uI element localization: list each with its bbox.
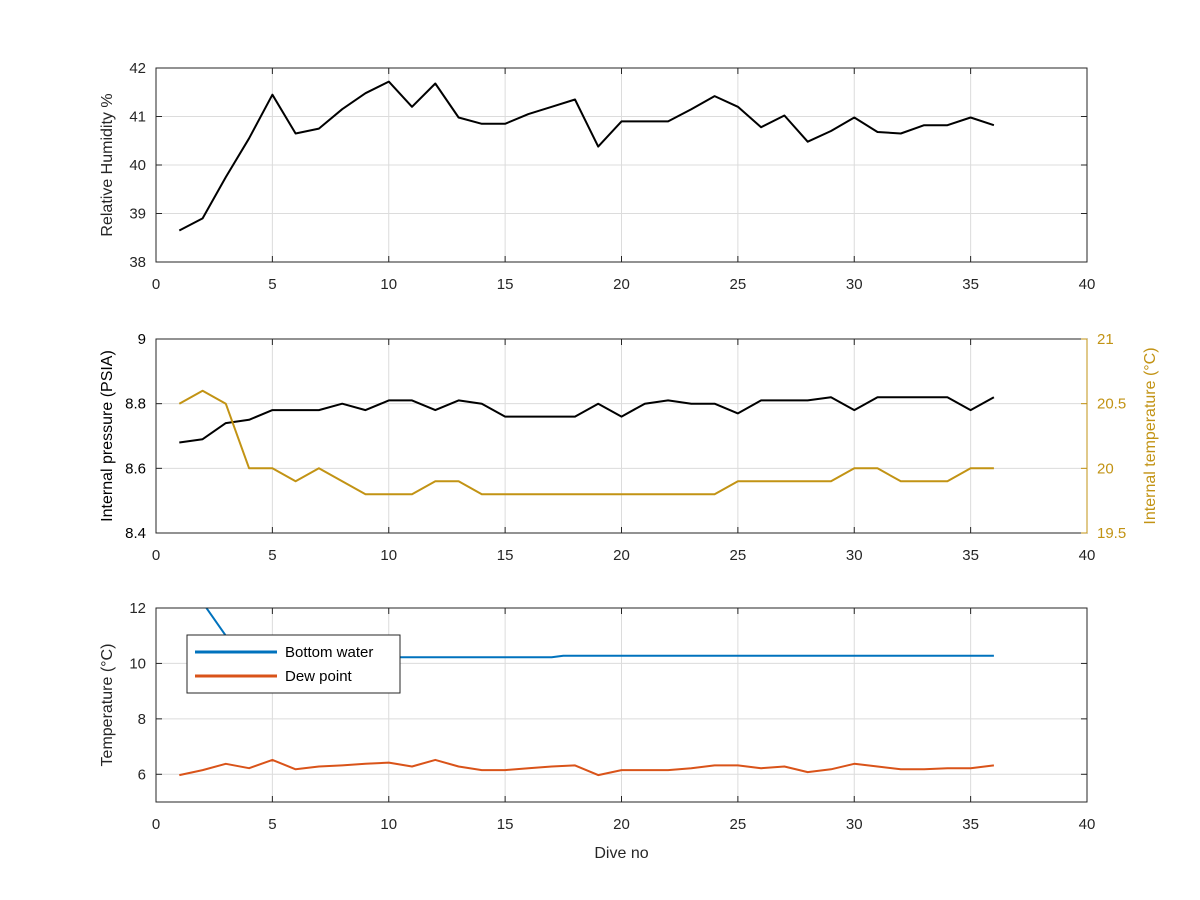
series-group [178,80,995,232]
legend-label: Dew point [285,668,353,685]
x-tick-label: 20 [613,276,630,293]
x-tick-label: 35 [962,276,979,293]
y-right-tick-label: 19.5 [1097,525,1126,542]
x-axis-label: Dive no [594,845,648,862]
x-tick-label: 30 [846,816,863,833]
humidity-panel: 0 5 10 15 20 25 30 35 40 38 39 40 41 42 Relative Humid… [99,60,1095,293]
y-axis-label: Relative Humidity % [99,93,116,236]
y-tick-label: 8.8 [125,396,146,413]
y-right-axis-label: Internal temperature (°C) [1142,347,1159,524]
x-tick-label: 5 [268,816,276,833]
series-line-1 [178,389,994,496]
x-tick-label: 5 [268,276,276,293]
x-tick-label: 35 [962,816,979,833]
y-right-tick-label: 21 [1097,331,1114,348]
x-tick-label: 40 [1079,276,1096,293]
y-tick-label: 10 [129,655,146,672]
y-axis-label: Internal pressure (PSIA) [99,350,116,522]
y-tick-label: 39 [129,206,146,223]
legend-label: Bottom water [285,644,373,661]
series-group [178,389,995,496]
y-right-tick-label: 20 [1097,460,1114,477]
x-tick-label: 10 [380,816,397,833]
x-tick-label: 25 [730,816,747,833]
y-axis-label: Temperature (°C) [99,644,116,767]
legend-box [186,634,401,694]
y-tick-label: 9 [138,331,146,348]
x-tick-label: 10 [380,276,397,293]
series-line-dew-point [179,758,995,777]
x-tick-label: 5 [268,547,276,564]
y-tick-label: 8 [138,711,146,728]
x-tick-label: 15 [497,276,514,293]
y-tick-label: 8.4 [125,525,146,542]
y-tick-label: 8.6 [125,460,146,477]
water-dewpoint-panel: 0 5 10 15 20 25 30 35 40 6 8 10 12 Temperature (°C) Di… [99,600,1096,862]
x-tick-label: 25 [730,276,747,293]
series-line-0 [178,80,995,232]
x-tick-label: 10 [380,547,397,564]
x-tick-label: 20 [613,547,630,564]
y-tick-label: 40 [129,157,146,174]
y-tick-label: 12 [129,600,146,617]
x-tick-label: 30 [846,276,863,293]
x-tick-label: 30 [846,547,863,564]
y-tick-label: 6 [138,766,146,783]
y-tick-label: 41 [129,109,146,126]
x-tick-label: 35 [962,547,979,564]
x-tick-label: 40 [1079,547,1096,564]
y-tick-label: 42 [129,60,146,77]
x-tick-label: 25 [730,547,747,564]
x-tick-label: 0 [152,547,160,564]
y-right-tick-label: 20.5 [1097,396,1126,413]
x-tick-label: 20 [613,816,630,833]
x-tick-label: 15 [497,547,514,564]
x-tick-label: 15 [497,816,514,833]
pressure-temperature-panel: 0 5 10 15 20 25 30 35 40 8.4 8.6 8.8 9 Internal press… [99,331,1159,564]
y-tick-label: 38 [129,254,146,271]
series-line-0 [179,396,995,444]
x-tick-label: 40 [1079,816,1096,833]
x-tick-label: 0 [152,276,160,293]
x-tick-label: 0 [152,816,160,833]
